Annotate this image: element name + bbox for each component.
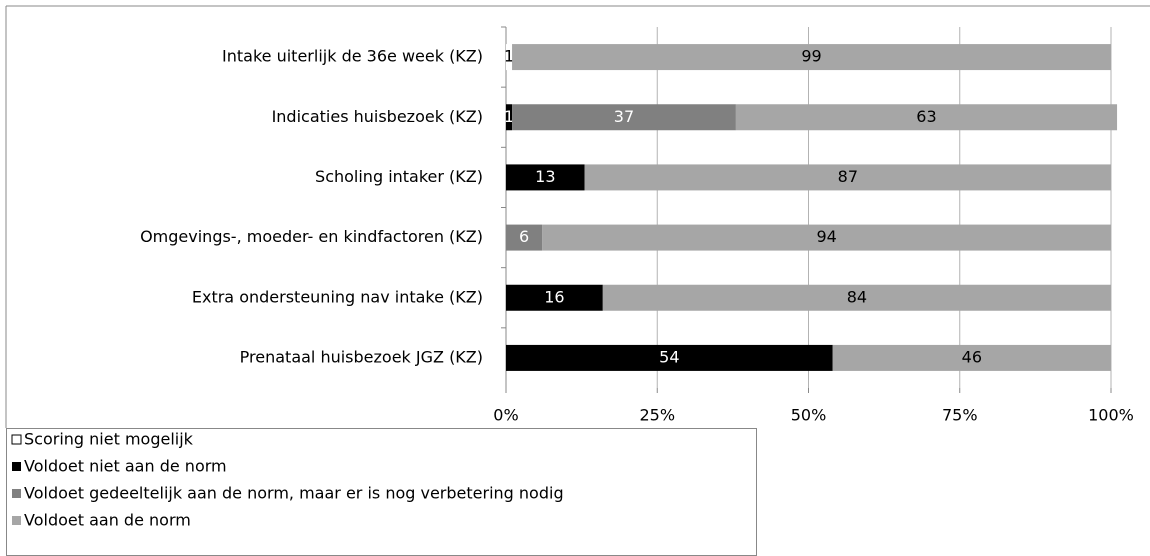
x-tick-label: 0% bbox=[493, 406, 518, 425]
bar-segment bbox=[506, 224, 543, 251]
y-tick-label: Omgevings-, moeder- en kindfactoren (KZ) bbox=[140, 227, 483, 246]
data-label: 94 bbox=[816, 227, 836, 246]
data-label: 16 bbox=[544, 287, 564, 306]
bar-segment bbox=[832, 344, 1111, 371]
legend-label: Voldoet gedeeltelijk aan de norm, maar e… bbox=[24, 484, 564, 503]
bar-segment bbox=[584, 164, 1111, 191]
legend-swatch bbox=[11, 434, 22, 445]
y-tick-label: Extra ondersteuning nav intake (KZ) bbox=[192, 287, 483, 306]
data-label: 37 bbox=[614, 107, 634, 126]
y-tick-label: Scholing intaker (KZ) bbox=[315, 167, 483, 186]
legend-swatch bbox=[12, 516, 21, 525]
legend-swatch bbox=[12, 489, 21, 498]
legend-box bbox=[6, 428, 757, 556]
bar-segment bbox=[542, 224, 1111, 251]
data-label: 6 bbox=[519, 227, 529, 246]
x-tick-label: 75% bbox=[942, 406, 978, 425]
bar-segment bbox=[512, 44, 1111, 71]
bar-segment bbox=[506, 284, 603, 311]
bar-segment bbox=[512, 104, 736, 131]
y-tick-label: Indicaties huisbezoek (KZ) bbox=[272, 107, 483, 126]
x-tick-label: 25% bbox=[639, 406, 675, 425]
data-label: 13 bbox=[535, 167, 555, 186]
data-label: 54 bbox=[659, 347, 679, 366]
data-label: 1 bbox=[504, 47, 514, 66]
x-tick-label: 50% bbox=[791, 406, 827, 425]
legend-label: Voldoet aan de norm bbox=[24, 511, 191, 530]
y-tick-label: Intake uiterlijk de 36e week (KZ) bbox=[222, 47, 483, 66]
data-label: 63 bbox=[916, 107, 936, 126]
bar-segment bbox=[506, 104, 513, 131]
bar-segment bbox=[602, 284, 1111, 311]
bar-segment bbox=[506, 344, 833, 371]
data-label: 1 bbox=[504, 107, 514, 126]
data-label: 84 bbox=[847, 287, 867, 306]
data-label: 46 bbox=[962, 347, 982, 366]
bar-segment bbox=[506, 44, 513, 71]
data-label: 87 bbox=[838, 167, 858, 186]
y-tick-label: Prenataal huisbezoek JGZ (KZ) bbox=[240, 347, 483, 366]
legend-label: Voldoet niet aan de norm bbox=[24, 457, 227, 476]
bar-segment bbox=[735, 104, 1118, 131]
bar-segment bbox=[506, 164, 585, 191]
data-label: 99 bbox=[801, 47, 821, 66]
legend-label: Scoring niet mogelijk bbox=[24, 430, 194, 449]
x-tick-label: 100% bbox=[1088, 406, 1134, 425]
legend-swatch bbox=[12, 462, 21, 471]
